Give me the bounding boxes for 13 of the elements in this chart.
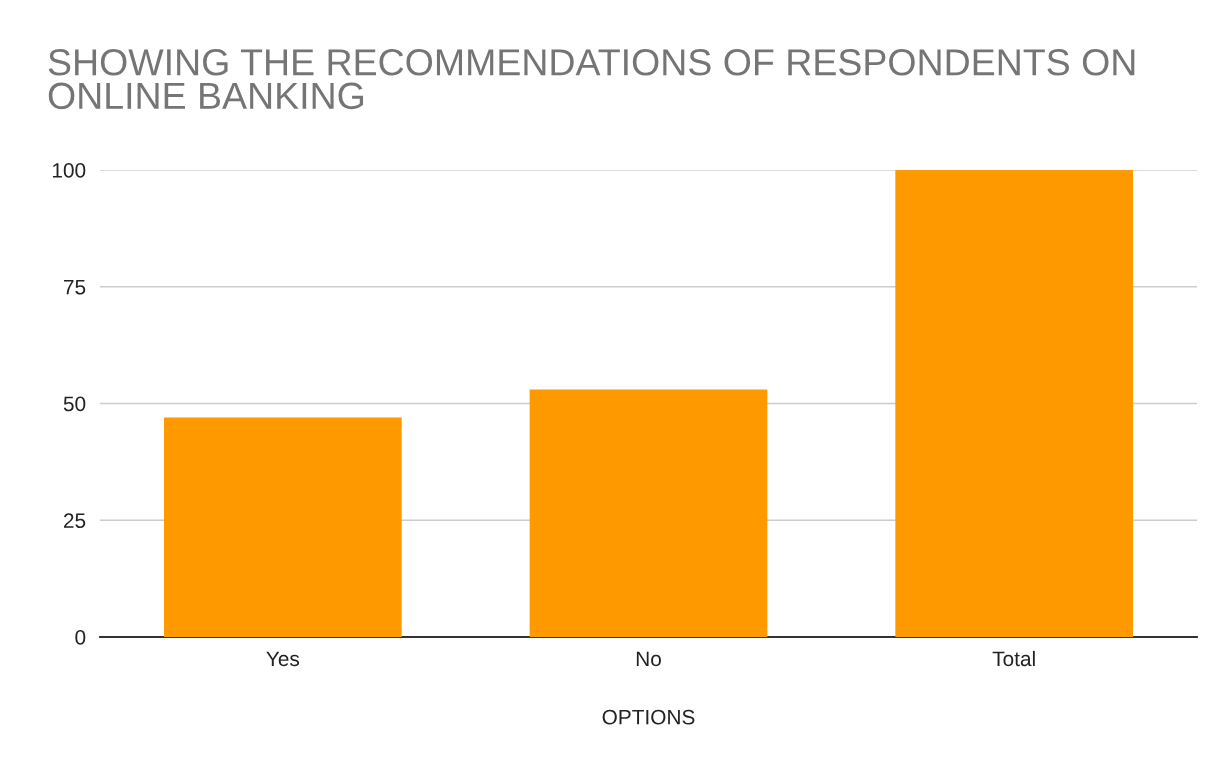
x-tick-label: Total (992, 650, 1035, 667)
bar (895, 170, 1134, 637)
x-axis-title: OPTIONS (602, 709, 695, 725)
x-tick-label: Yes (266, 651, 300, 667)
y-tick-label: 25 (63, 513, 86, 528)
chart-title: SHOWING THE RECOMMENDATIONS OF RESPONDENTS ON ONLINE BANKING (48, 48, 1135, 110)
y-tick-label: 50 (63, 396, 86, 412)
x-tick-label: No (636, 651, 661, 667)
y-tick-label: 100 (52, 163, 86, 178)
bar (529, 389, 768, 637)
y-tick-label: 75 (64, 279, 86, 295)
y-tick-label: 0 (75, 630, 86, 645)
bar (163, 417, 402, 637)
